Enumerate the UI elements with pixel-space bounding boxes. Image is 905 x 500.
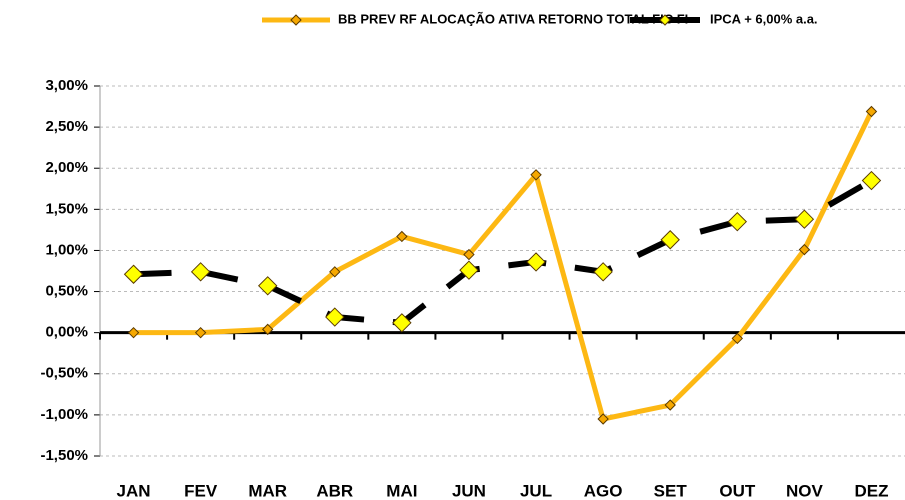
marker (262, 323, 274, 336)
x-tick-label: JAN (117, 481, 151, 500)
marker (463, 248, 475, 261)
y-tick-label: 1,00% (45, 241, 88, 258)
y-tick-label: 2,00% (45, 159, 88, 176)
marker (258, 276, 278, 296)
marker (530, 169, 542, 181)
marker (194, 326, 207, 339)
marker (396, 230, 408, 243)
y-tick-label: 1,50% (45, 200, 88, 217)
marker (861, 170, 882, 191)
series-line (133, 110, 874, 422)
y-tick-label: -1,00% (40, 406, 88, 423)
series-line (133, 177, 873, 326)
marker (329, 266, 341, 278)
x-tick-label: FEV (184, 481, 218, 500)
x-tick-label: OUT (719, 481, 756, 500)
x-tick-label: JUL (520, 481, 552, 500)
legend-label: IPCA + 6,00% a.a. (710, 11, 818, 26)
y-tick-label: 0,50% (45, 283, 88, 300)
marker (459, 260, 479, 280)
legend-marker (659, 14, 671, 26)
marker (526, 252, 546, 272)
marker (794, 209, 815, 229)
x-tick-label: SET (654, 481, 688, 500)
marker (325, 307, 345, 327)
x-tick-label: ABR (316, 481, 353, 500)
y-tick-label: 2,50% (45, 118, 88, 135)
x-tick-label: DEZ (854, 481, 888, 500)
y-tick-label: 3,00% (45, 77, 88, 94)
x-tick-label: MAI (386, 481, 417, 500)
x-tick-label: JUN (452, 481, 486, 500)
marker (798, 243, 811, 256)
marker (727, 211, 747, 232)
legend-label: BB PREV RF ALOCAÇÃO ATIVA RETORNO TOTAL … (338, 11, 688, 26)
marker (865, 105, 878, 118)
marker (190, 262, 211, 282)
y-tick-label: -0,50% (40, 365, 88, 382)
marker (593, 262, 613, 282)
marker (660, 230, 680, 250)
y-tick-label: -1,50% (40, 447, 88, 464)
marker (731, 332, 743, 345)
x-tick-label: AGO (584, 481, 623, 500)
y-tick-label: 0,00% (45, 324, 88, 341)
x-tick-label: MAR (248, 481, 287, 500)
x-tick-label: NOV (786, 481, 824, 500)
marker (123, 264, 144, 284)
marker (597, 413, 609, 425)
marker (392, 313, 412, 333)
marker (127, 326, 140, 339)
marker (664, 399, 676, 411)
legend-marker (290, 14, 302, 26)
